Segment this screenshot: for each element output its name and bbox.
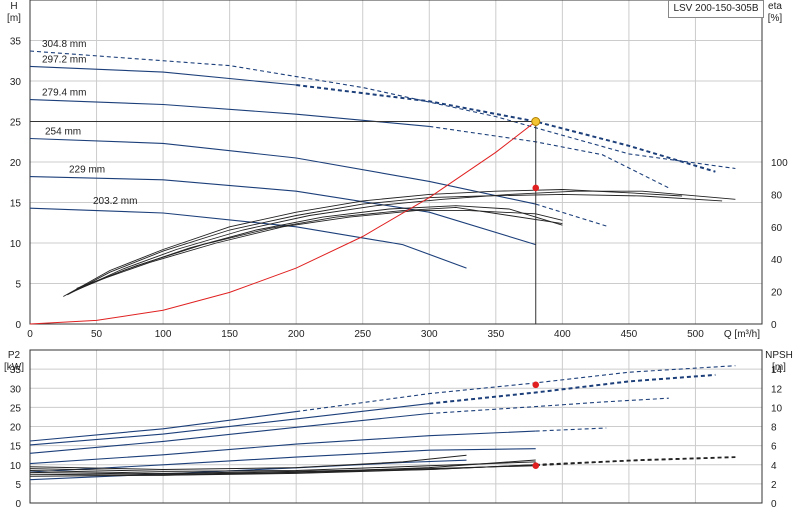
y-right-tick-label: 20	[771, 288, 783, 299]
y-right-axis-unit: [m]	[772, 362, 786, 373]
x-tick-label: 350	[487, 329, 504, 340]
y-right-axis-unit: [%]	[768, 13, 783, 24]
y-right-tick-label: 2	[771, 480, 777, 491]
diameter-label: 203.2 mm	[93, 196, 137, 207]
y-right-tick-label: 12	[771, 384, 783, 395]
power-curve-1	[29, 403, 430, 446]
npsh-curve-3	[29, 465, 536, 474]
efficiency-curve-0	[63, 189, 683, 297]
x-tick-label: 300	[421, 329, 438, 340]
y-left-tick-label: 10	[10, 239, 22, 250]
efficiency-point-marker	[532, 184, 540, 192]
power-point-marker	[532, 381, 540, 389]
efficiency-curve-1	[67, 193, 723, 296]
efficiency-curve-4	[76, 206, 563, 289]
y-right-axis-label: eta	[768, 1, 782, 12]
npsh-curve-2	[29, 464, 536, 475]
x-tick-label: 200	[288, 329, 305, 340]
diameter-label: 254 mm	[45, 127, 81, 138]
y-right-tick-label: 4	[771, 461, 777, 472]
efficiency-curve-5	[80, 210, 563, 288]
y-left-tick-label: 15	[10, 442, 22, 453]
power-curve-3	[29, 430, 536, 465]
y-right-tick-label: 80	[771, 190, 783, 201]
y-left-axis-label: P2	[8, 350, 21, 361]
npsh-point-marker	[532, 462, 540, 470]
y-left-tick-label: 5	[15, 280, 21, 291]
y-left-tick-label: 30	[10, 384, 22, 395]
head-curve-2	[29, 99, 430, 127]
x-axis-label: Q [m³/h]	[724, 329, 760, 340]
y-right-tick-label: 8	[771, 423, 777, 434]
system-curve	[29, 121, 537, 325]
y-left-tick-label: 25	[10, 118, 22, 129]
efficiency-curve-3	[72, 205, 563, 293]
y-right-tick-label: 14	[771, 365, 783, 376]
diameter-label: 304.8 mm	[42, 39, 86, 50]
y-left-tick-label: 35	[10, 365, 22, 376]
x-tick-label: 0	[27, 329, 33, 340]
model-label: LSV 200-150-305B	[668, 0, 764, 18]
y-right-tick-label: 40	[771, 255, 783, 266]
x-tick-label: 400	[554, 329, 571, 340]
x-tick-label: 50	[91, 329, 103, 340]
x-tick-label: 250	[354, 329, 371, 340]
power-plot-frame	[29, 349, 763, 504]
duty-point-marker	[531, 117, 541, 126]
head-curve-4	[29, 176, 536, 246]
y-left-tick-label: 15	[10, 199, 22, 210]
y-right-tick-label: 100	[771, 158, 788, 169]
npsh-curve-dashed-3	[535, 461, 607, 467]
y-left-tick-label: 20	[10, 423, 22, 434]
x-tick-label: 450	[621, 329, 638, 340]
y-right-tick-label: 0	[771, 499, 777, 510]
head-curve-dashed-1	[296, 84, 716, 173]
y-left-tick-label: 30	[10, 77, 22, 88]
power-curve-2	[29, 412, 430, 454]
npsh-curve-dashed-2	[535, 457, 716, 466]
head-curve-3	[29, 137, 536, 205]
diameter-label: 279.4 mm	[42, 88, 86, 99]
diameter-label: 297.2 mm	[42, 54, 86, 65]
head-curve-dashed-0	[29, 50, 736, 170]
y-left-tick-label: 5	[15, 480, 21, 491]
x-tick-label: 500	[687, 329, 704, 340]
x-tick-label: 150	[221, 329, 238, 340]
y-right-tick-label: 10	[771, 403, 783, 414]
diameter-label: 229 mm	[69, 165, 105, 176]
y-left-tick-label: 10	[10, 461, 22, 472]
head-curve-dashed-2	[429, 125, 670, 189]
y-right-axis-label: NPSH	[765, 350, 793, 361]
npsh-curve-4	[29, 461, 536, 472]
y-left-axis-label: H	[10, 1, 17, 12]
head-curve-1	[29, 65, 297, 86]
power-curve-4	[29, 448, 536, 473]
head-plot-frame	[29, 0, 763, 325]
head-curve-dashed-3	[535, 203, 607, 227]
y-left-axis-unit: [kW]	[4, 362, 24, 373]
y-left-axis-unit: [m]	[7, 13, 21, 24]
power-curve-dashed-3	[535, 427, 607, 432]
power-curve-dashed-2	[429, 397, 669, 415]
efficiency-curve-2	[69, 190, 736, 294]
power-curve-0	[29, 411, 297, 442]
y-left-tick-label: 0	[15, 499, 21, 510]
x-tick-label: 100	[155, 329, 172, 340]
head-curve-5	[29, 207, 467, 269]
y-left-tick-label: 25	[10, 403, 22, 414]
y-right-tick-label: 6	[771, 442, 777, 453]
y-left-tick-label: 20	[10, 158, 22, 169]
y-left-tick-label: 0	[15, 320, 21, 331]
y-left-tick-label: 35	[10, 37, 22, 48]
y-right-tick-label: 0	[771, 320, 777, 331]
npsh-curve-5	[29, 454, 467, 471]
y-right-tick-label: 60	[771, 223, 783, 234]
